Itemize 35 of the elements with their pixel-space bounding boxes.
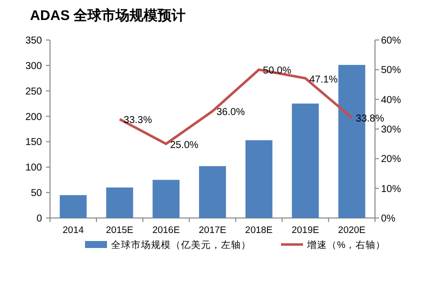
y-tick-label: 150 (25, 137, 42, 148)
x-tick-label: 2018E (245, 225, 273, 236)
y-tick-label: 200 (25, 112, 42, 123)
y2-tick-label: 20% (381, 154, 402, 166)
y-tick-label: 0 (36, 214, 42, 224)
x-tick-label: 2019E (292, 225, 320, 236)
bar (106, 187, 134, 218)
x-tick-label: 2015E (106, 225, 134, 236)
y2-tick-label: 60% (381, 36, 402, 46)
y-tick-label: 50 (30, 188, 42, 200)
bar (60, 195, 87, 218)
chart-title: ADAS 全球市场规模预计 (30, 7, 186, 23)
y2-tick-label: 50% (381, 65, 402, 76)
y2-tick-label: 10% (381, 184, 402, 195)
x-tick-label: 2014 (62, 225, 84, 236)
bar (152, 180, 180, 218)
y-tick-label: 100 (25, 162, 42, 174)
legend-label: 增速（%，右轴） (306, 239, 386, 251)
y2-tick-label: 30% (381, 124, 402, 136)
y2-tick-label: 0% (381, 214, 396, 224)
y-tick-label: 250 (25, 86, 42, 98)
x-tick-label: 2020E (338, 225, 366, 236)
data-label: 33.3% (124, 115, 152, 126)
bar (199, 166, 226, 218)
data-label: 36.0% (216, 107, 245, 118)
legend-label: 全球市场规模（亿美元，左轴） (111, 239, 251, 251)
y-tick-label: 300 (25, 60, 42, 72)
data-label: 47.1% (309, 74, 338, 86)
y-tick-label: 350 (25, 36, 42, 46)
bar (245, 140, 272, 218)
x-tick-label: 2016E (152, 225, 180, 236)
data-label: 25.0% (170, 140, 199, 151)
x-tick-label: 2017E (198, 225, 226, 236)
y2-tick-label: 40% (381, 94, 402, 106)
bar (292, 104, 319, 218)
